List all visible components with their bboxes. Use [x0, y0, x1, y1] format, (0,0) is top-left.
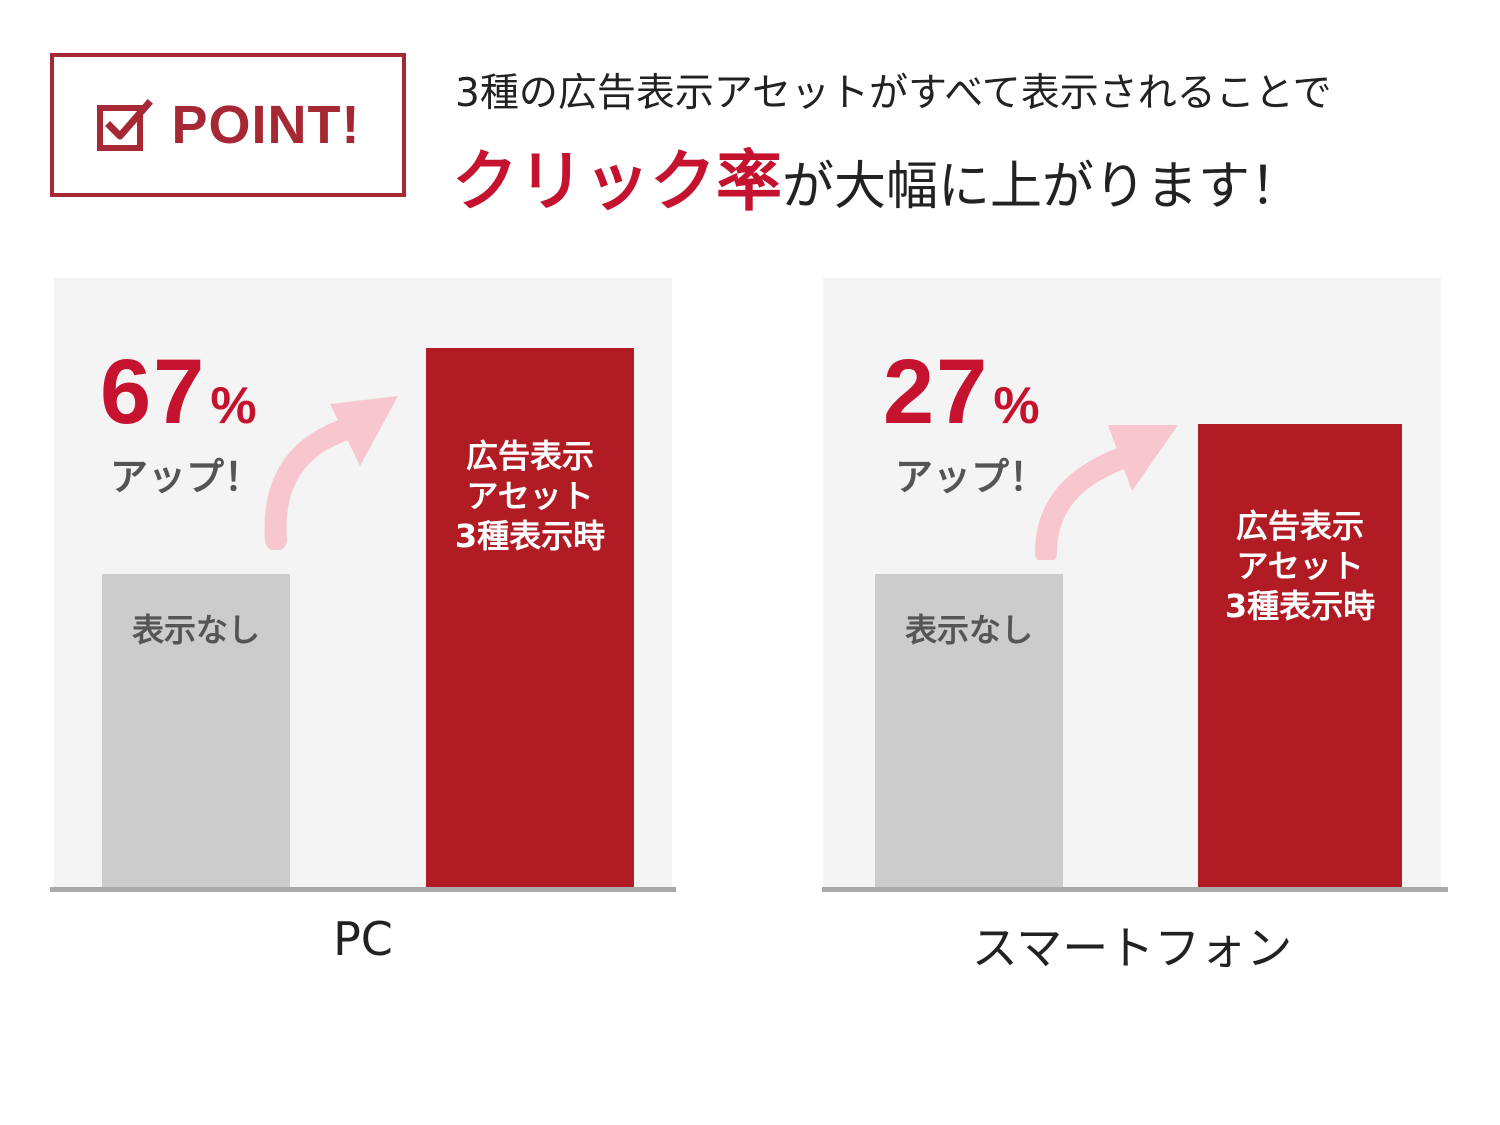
smartphone-category-label: スマートフォン [971, 921, 1293, 975]
smartphone-bar-with-assets-label: 広告表示 アセット 3種表示時 [1224, 507, 1376, 625]
point-badge: POINT! [50, 53, 406, 197]
smartphone-bar-with-assets: 広告表示 アセット 3種表示時 [1198, 424, 1402, 887]
pc-category-label: PC [333, 912, 393, 966]
pc-bar-with-assets-label: 広告表示 アセット 3種表示時 [454, 437, 606, 555]
headline-emphasis: クリック率 [452, 143, 782, 220]
headline-rest: が大幅に上がります！ [782, 157, 1303, 217]
pc-axis-baseline [50, 887, 676, 892]
smartphone-increase-label: アップ！ [895, 455, 1048, 499]
smartphone-increase-unit: % [993, 377, 1040, 435]
pc-bar-without-assets: 表示なし [102, 574, 290, 887]
smartphone-axis-baseline [822, 887, 1448, 892]
point-label: POINT! [171, 95, 361, 155]
pc-curved-arrow-icon [264, 396, 398, 550]
headline-line-2: クリック率が大幅に上がります！ [452, 128, 1302, 224]
pc-bar-with-assets: 広告表示 アセット 3種表示時 [426, 348, 634, 887]
smartphone-increase-value: 27 [883, 341, 990, 443]
pc-increase-unit: % [210, 377, 257, 435]
pc-bar-without-assets-label: 表示なし [131, 611, 260, 649]
pc-increase-label: アップ！ [110, 455, 263, 499]
pc-increase-value: 67 [100, 341, 207, 443]
smartphone-curved-arrow-icon [1035, 425, 1178, 560]
checkbox-checked-icon [96, 99, 153, 151]
pc-increase-percent: 67% [100, 340, 257, 445]
smartphone-increase-percent: 27% [883, 340, 1040, 445]
headline-line-1: 3種の広告表示アセットがすべて表示されることで [455, 71, 1332, 116]
smartphone-bar-without-assets-label: 表示なし [904, 611, 1033, 649]
smartphone-bar-without-assets: 表示なし [875, 574, 1063, 887]
